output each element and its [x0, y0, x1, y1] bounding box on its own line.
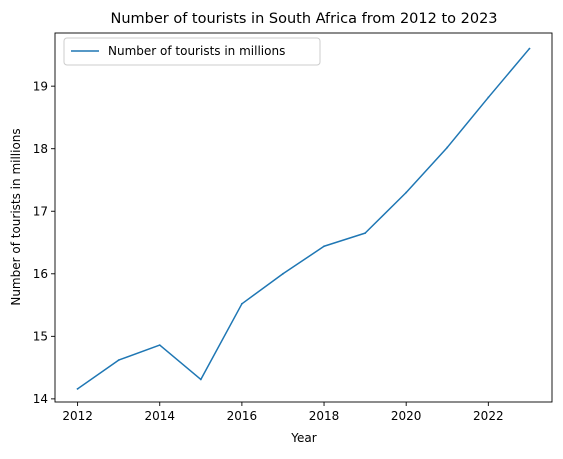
legend-label: Number of tourists in millions: [108, 44, 285, 58]
data-point-2018: [323, 245, 325, 248]
chart-title: Number of tourists in South Africa from …: [110, 11, 497, 27]
y-axis-label: Number of tourists in millions: [9, 128, 23, 305]
x-tick-label-2014: 2014: [144, 409, 175, 423]
x-tick-label-2022: 2022: [473, 409, 504, 423]
y-tick-label-14: 14: [33, 392, 48, 406]
x-tick-label-2018: 2018: [309, 409, 340, 423]
ticks: 2012 2014 2016 2018 2020 2022 14 15 16 17 18 19: [33, 79, 504, 423]
data-point-2016: [240, 302, 243, 305]
plot-area: [76, 47, 531, 390]
data-point-2015: [199, 378, 202, 381]
data-point-2020: [405, 191, 408, 194]
legend-box: [63, 37, 321, 66]
x-tick-label-2020: 2020: [391, 409, 422, 423]
y-tick-label-15: 15: [33, 330, 48, 344]
data-point-2019: [364, 232, 367, 235]
data-point-2021: [446, 146, 449, 149]
data-point-2014: [158, 344, 161, 346]
y-tick-label-19: 19: [33, 79, 48, 93]
y-tick-label-17: 17: [33, 205, 48, 219]
y-tick-label-18: 18: [33, 142, 48, 156]
data-point-2013: [117, 359, 120, 361]
y-tick-label-16: 16: [33, 267, 48, 281]
data-point-2017: [282, 272, 284, 275]
data-point-2022: [487, 96, 490, 99]
data-point-2012: [76, 387, 79, 390]
series-line-0: [76, 47, 531, 390]
x-axis-label: Year: [290, 431, 316, 445]
data-point-2023: [528, 47, 531, 50]
axes: [54, 32, 553, 403]
legend: Number of tourists in millions: [63, 37, 321, 66]
axes-frame: [54, 32, 553, 403]
x-tick-label-2016: 2016: [227, 409, 258, 423]
x-tick-label-2012: 2012: [62, 409, 93, 423]
